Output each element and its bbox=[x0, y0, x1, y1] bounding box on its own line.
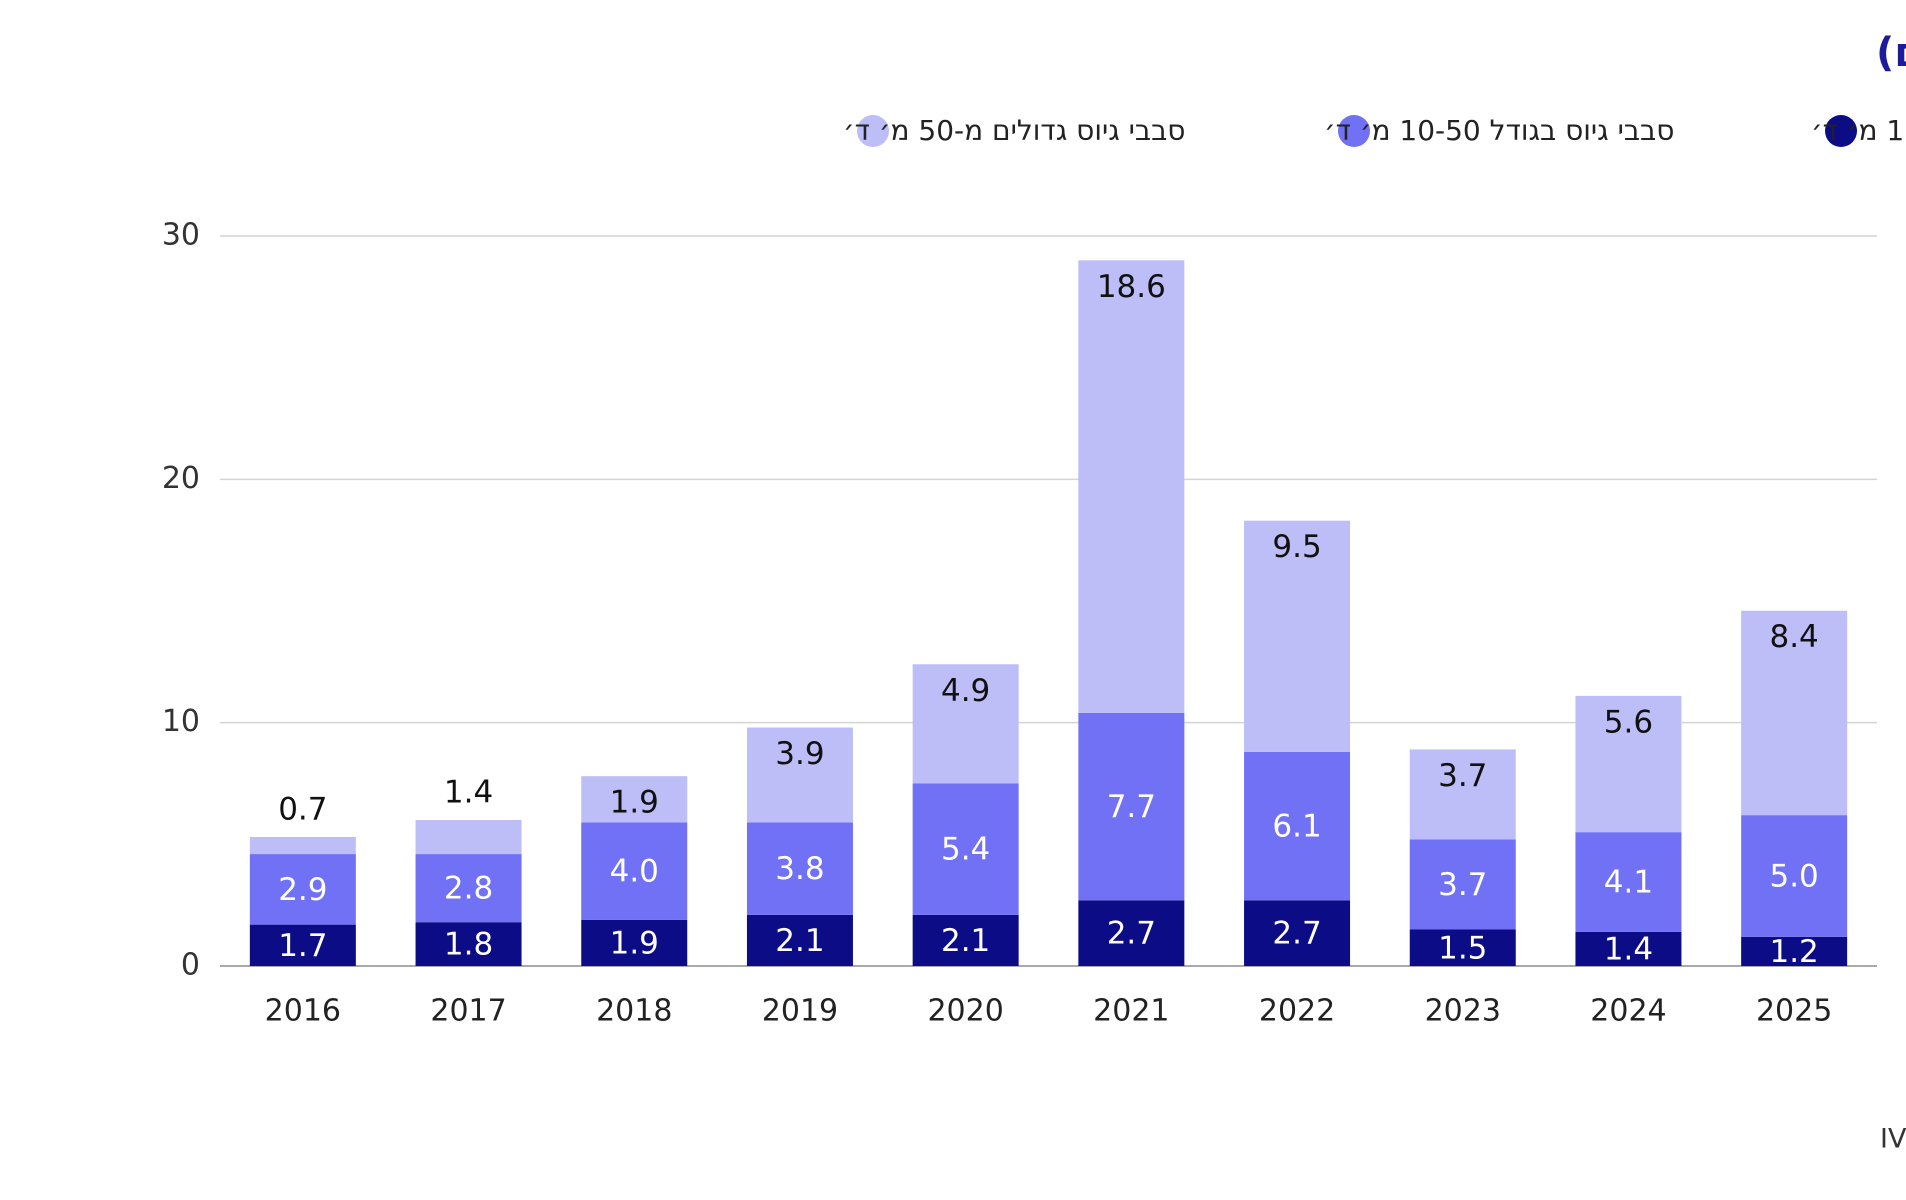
value-label: 0.7 bbox=[278, 792, 327, 828]
x-tick-label: 2022 bbox=[1259, 994, 1335, 1029]
value-label: 1.9 bbox=[610, 925, 659, 961]
bar-segment bbox=[1741, 936, 1848, 966]
value-label: 7.7 bbox=[1107, 789, 1156, 825]
source: מקור: עיבוד רשות החדשנות לנתוני IVC bbox=[1880, 1124, 1906, 1155]
value-label: 4.0 bbox=[610, 854, 659, 890]
bar-segment bbox=[746, 914, 853, 966]
x-tick-label: 2019 bbox=[762, 994, 838, 1029]
legend-label: סבבי גיוס בגודל 10-50 מ׳ ד׳ bbox=[1324, 114, 1674, 147]
legend-swatch bbox=[857, 115, 889, 147]
value-label: 1.2 bbox=[1769, 934, 1818, 970]
x-tick-label: 2024 bbox=[1590, 994, 1666, 1029]
value-label: 4.1 bbox=[1604, 865, 1653, 901]
x-tick-label: 2016 bbox=[265, 994, 341, 1029]
bar-segment bbox=[249, 924, 356, 966]
bar-segment bbox=[249, 837, 356, 855]
value-label: 5.6 bbox=[1604, 704, 1653, 740]
value-label: 2.9 bbox=[278, 872, 327, 908]
y-tick-label: 10 bbox=[162, 704, 200, 739]
bar-segment bbox=[581, 776, 688, 823]
bar-segment bbox=[1244, 520, 1351, 752]
x-tick-label: 2018 bbox=[596, 994, 672, 1029]
bar-segment bbox=[1244, 900, 1351, 966]
y-tick-label: 20 bbox=[162, 461, 200, 496]
value-label: 2.8 bbox=[444, 871, 493, 907]
bar-segment bbox=[746, 822, 853, 915]
value-label: 2.1 bbox=[941, 923, 990, 959]
bar-segment bbox=[415, 854, 522, 923]
bar-segment bbox=[1078, 900, 1185, 966]
value-label: 3.8 bbox=[775, 851, 824, 887]
bar-segment bbox=[415, 820, 522, 855]
bar-segment bbox=[1244, 751, 1351, 901]
value-label: 2.7 bbox=[1272, 916, 1321, 952]
bar-segment bbox=[1575, 931, 1682, 966]
value-label: 1.8 bbox=[444, 927, 493, 963]
value-label: 3.9 bbox=[775, 736, 824, 772]
value-label: 2.1 bbox=[775, 923, 824, 959]
value-label: 3.7 bbox=[1438, 867, 1487, 903]
value-label: 1.9 bbox=[610, 785, 659, 821]
bar-segment bbox=[1575, 695, 1682, 833]
x-tick-label: 2025 bbox=[1756, 994, 1832, 1029]
legend-swatch bbox=[1825, 115, 1857, 147]
bar-segment bbox=[1078, 712, 1185, 901]
value-label: 2.7 bbox=[1107, 916, 1156, 952]
y-tick-label: 0 bbox=[181, 948, 200, 983]
bar-segment bbox=[1741, 815, 1848, 937]
y-tick-label: 30 bbox=[162, 218, 200, 253]
value-label: 4.9 bbox=[941, 673, 990, 709]
bar-segment bbox=[581, 919, 688, 966]
legend-swatch bbox=[1338, 115, 1370, 147]
bar-segment bbox=[1409, 929, 1516, 966]
value-label: 5.0 bbox=[1769, 858, 1818, 894]
bar-segment bbox=[1575, 832, 1682, 932]
value-label: 18.6 bbox=[1097, 269, 1166, 305]
bar-segment bbox=[912, 914, 1019, 966]
value-label: 8.4 bbox=[1769, 619, 1818, 655]
value-label: 6.1 bbox=[1272, 809, 1321, 845]
bar-segment bbox=[1409, 749, 1516, 840]
x-tick-label: 2021 bbox=[1093, 994, 1169, 1029]
chart-title: סך הון שגייסו חברות טכנולוגיה בישראל בשנ… bbox=[1876, 30, 1906, 76]
value-label: 1.4 bbox=[1604, 931, 1653, 967]
x-tick-label: 2017 bbox=[430, 994, 506, 1029]
value-label: 1.7 bbox=[278, 928, 327, 964]
value-label: 1.5 bbox=[1438, 930, 1487, 966]
value-label: 9.5 bbox=[1272, 529, 1321, 565]
bar-segment bbox=[581, 822, 688, 920]
bar-segment bbox=[1741, 610, 1848, 816]
bar-segment bbox=[1078, 260, 1185, 713]
value-label: 3.7 bbox=[1438, 758, 1487, 794]
bar-segment bbox=[912, 664, 1019, 784]
bar-segment bbox=[249, 854, 356, 925]
bar-segment bbox=[415, 922, 522, 966]
legend-label: סבבי גיוס גדולים מ-50 מ׳ ד׳ bbox=[843, 114, 1185, 147]
x-tick-label: 2023 bbox=[1425, 994, 1501, 1029]
bar-segment bbox=[1409, 839, 1516, 930]
x-tick-label: 2020 bbox=[927, 994, 1003, 1029]
bar-segment bbox=[746, 727, 853, 823]
legend-label: סבבי גיוס קטנים מ-10 מ׳ ד׳ bbox=[1811, 114, 1906, 147]
bar-segment bbox=[912, 783, 1019, 915]
value-label: 1.4 bbox=[444, 775, 493, 811]
value-label: 5.4 bbox=[941, 832, 990, 868]
